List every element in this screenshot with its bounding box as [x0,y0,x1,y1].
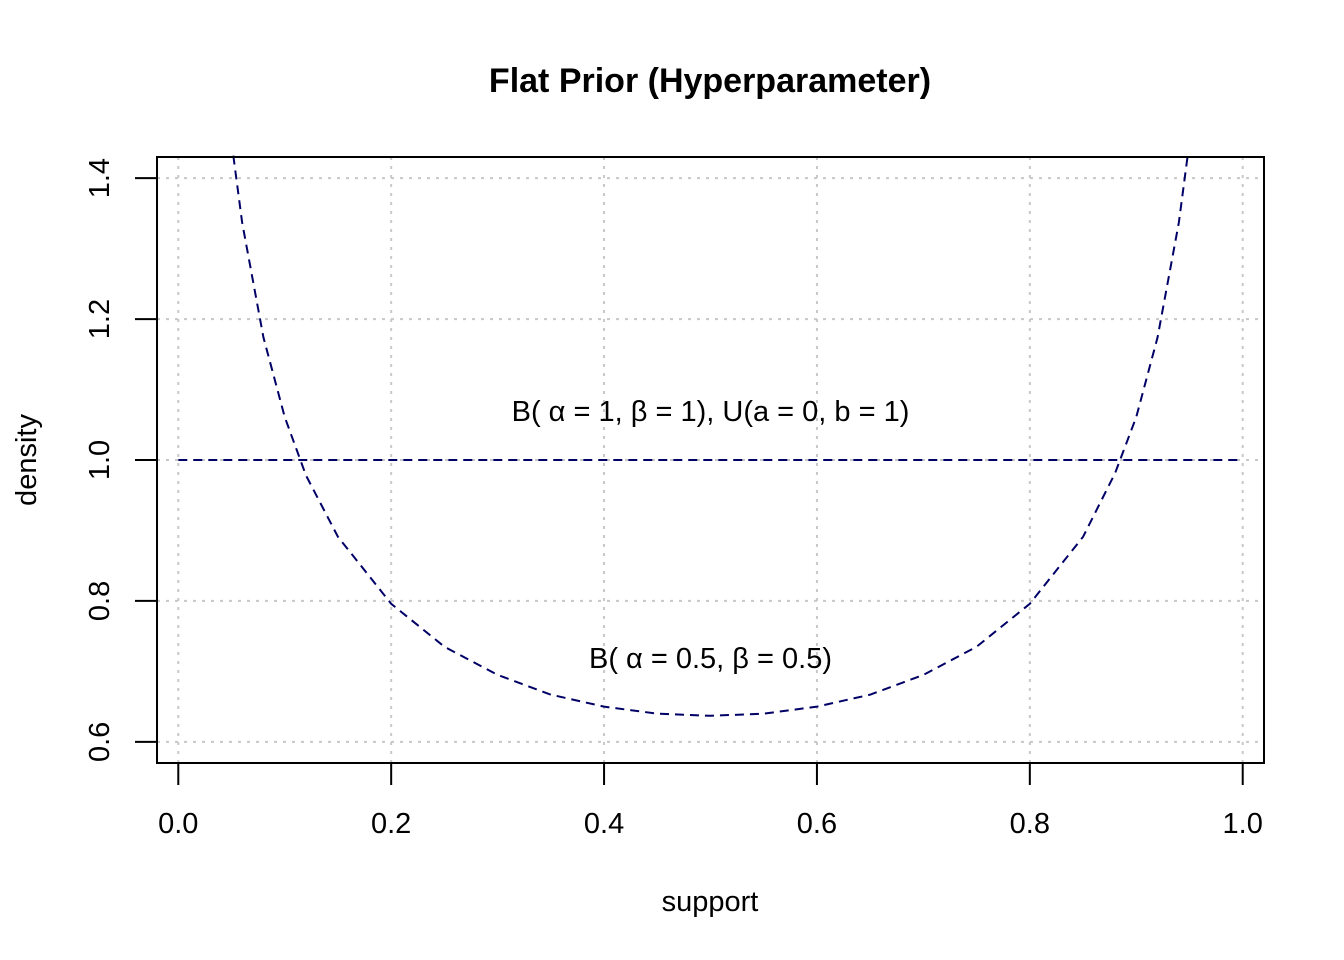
x-tick-label-2: 0.4 [584,808,624,840]
annotation-arcsine: B( α = 0.5, β = 0.5) [589,643,832,675]
y-axis: 0.6 0.8 1.0 1.2 1.4 [84,158,158,762]
series-layer [178,155,1243,717]
x-tick-label-4: 0.8 [1010,808,1050,840]
grid [157,157,1264,763]
y-tick-label-1: 0.8 [84,581,116,621]
chart-title: Flat Prior (Hyperparameter) [489,62,931,100]
y-tick-label-0: 0.6 [84,722,116,762]
y-tick-label-3: 1.2 [84,299,116,339]
y-tick-label-4: 1.4 [84,158,116,198]
x-tick-label-0: 0.0 [158,808,198,840]
x-tick-label-3: 0.6 [797,808,837,840]
annotation-layer: B( α = 1, β = 1), U(a = 0, b = 1) B( α =… [512,396,910,675]
series-line-1 [232,155,1189,717]
y-tick-label-2: 1.0 [84,440,116,480]
x-axis-label: support [662,886,759,918]
x-tick-label-5: 1.0 [1223,808,1263,840]
x-tick-label-1: 0.2 [371,808,411,840]
annotation-flat: B( α = 1, β = 1), U(a = 0, b = 1) [512,396,910,428]
x-axis: 0.0 0.2 0.4 0.6 0.8 1.0 [158,762,1263,840]
y-axis-label: density [11,414,43,506]
